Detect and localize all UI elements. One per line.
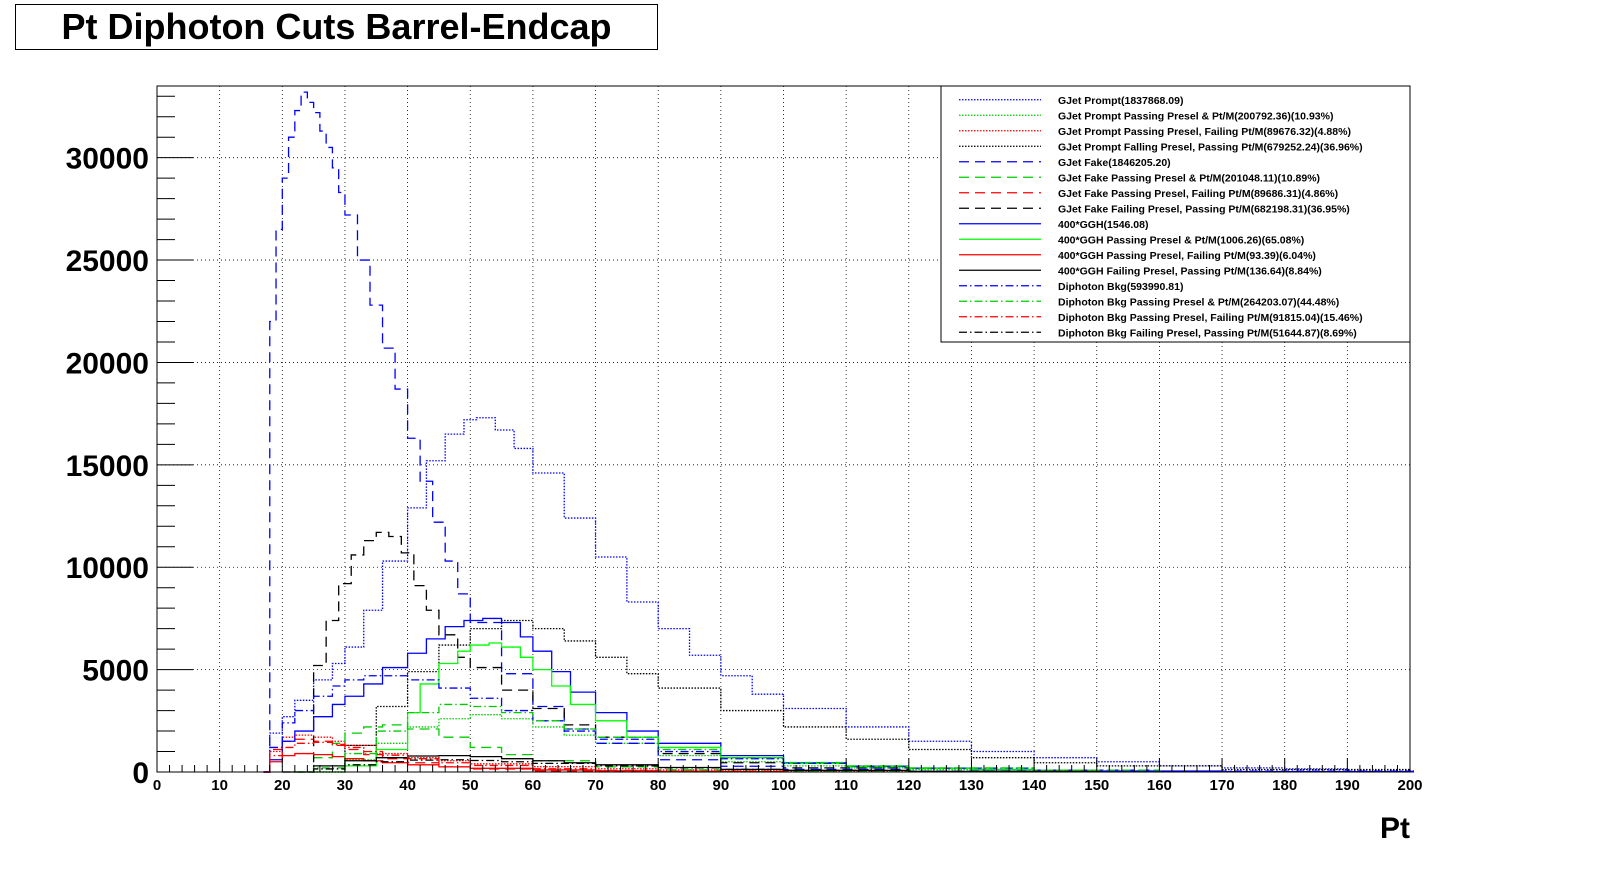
x-tick-label: 20 <box>274 777 291 794</box>
legend-entry: Diphoton Bkg Failing Presel, Passing Pt/… <box>1058 327 1357 339</box>
x-tick-label: 110 <box>834 777 858 794</box>
y-tick-label: 30000 <box>66 143 149 176</box>
y-tick-label: 15000 <box>66 450 149 483</box>
legend-entry: GJet Fake Failing Presel, Passing Pt/M(6… <box>1058 203 1350 215</box>
legend: GJet Prompt(1837868.09) GJet Prompt Passi… <box>940 85 1411 343</box>
series-line-3 <box>313 619 1414 773</box>
legend-entry: 400*GGH Failing Presel, Passing Pt/M(136… <box>1058 265 1322 277</box>
x-tick-label: 190 <box>1335 777 1360 794</box>
x-tick-label: 140 <box>1022 777 1047 794</box>
grid-lines <box>157 86 1410 772</box>
legend-entry: 400*GGH Passing Presel, Failing Pt/M(93.… <box>1058 250 1316 262</box>
x-tick-label: 70 <box>587 777 604 794</box>
legend-entry: GJet Prompt Falling Presel, Passing Pt/M… <box>1058 141 1363 153</box>
legend-entry: GJet Prompt Passing Presel & Pt/M(200792… <box>1058 110 1333 122</box>
legend-entry: GJet Fake Passing Presel & Pt/M(201048.1… <box>1058 172 1320 184</box>
legend-entry: GJet Fake(1846205.20) <box>1058 157 1171 169</box>
x-tick-label: 80 <box>650 777 667 794</box>
legend-entry: Diphoton Bkg Passing Presel & Pt/M(26420… <box>1058 296 1339 308</box>
series-line-0 <box>263 417 1414 773</box>
x-tick-label: 60 <box>525 777 542 794</box>
x-tick-label: 100 <box>771 777 796 794</box>
y-tick-label: 25000 <box>66 245 149 278</box>
x-tick-label: 0 <box>153 777 161 794</box>
series-line-7 <box>307 531 913 773</box>
x-tick-label: 180 <box>1272 777 1297 794</box>
x-tick-label: 50 <box>462 777 479 794</box>
series-line-15 <box>282 759 1101 773</box>
legend-entry: Diphoton Bkg Passing Presel, Failing Pt/… <box>1058 312 1363 324</box>
series-line-9 <box>313 642 1101 773</box>
x-tick-label: 150 <box>1084 777 1109 794</box>
series-line-4 <box>263 91 1101 773</box>
series-line-8 <box>263 617 1414 773</box>
x-tick-label: 130 <box>959 777 984 794</box>
legend-entry: 400*GGH(1546.08) <box>1058 219 1148 231</box>
legend-entry: 400*GGH Passing Presel & Pt/M(1006.26)(6… <box>1058 234 1304 246</box>
y-tick-label: 0 <box>132 757 149 790</box>
x-tick-label: 30 <box>337 777 354 794</box>
legend-entry: GJet Prompt Passing Presel, Failing Pt/M… <box>1058 126 1351 138</box>
series-line-13 <box>294 703 1164 773</box>
chart-title: Pt Diphoton Cuts Barrel-Endcap <box>15 4 658 50</box>
y-tick-label: 20000 <box>66 347 149 380</box>
x-tick-label: 170 <box>1210 777 1235 794</box>
x-axis: 0 10 20 30 40 50 60 70 80 90 100 110 120 130 140 150 160… <box>153 758 1423 794</box>
y-tick-label: 10000 <box>66 552 149 585</box>
x-tick-label: 200 <box>1397 777 1422 794</box>
x-tick-label: 10 <box>211 777 228 794</box>
y-axis: 0 5000 10000 15000 20000 25000 30000 <box>66 95 193 790</box>
legend-entry: Diphoton Bkg(593990.81) <box>1058 281 1183 293</box>
legend-entry: GJet Prompt(1837868.09) <box>1058 95 1183 107</box>
x-tick-label: 160 <box>1147 777 1172 794</box>
x-tick-label: 120 <box>896 777 921 794</box>
series-line-6 <box>263 738 663 773</box>
x-tick-label: 90 <box>713 777 730 794</box>
legend-entry: GJet Fake Passing Presel, Failing Pt/M(8… <box>1058 188 1338 200</box>
y-tick-label: 5000 <box>82 655 149 688</box>
x-axis-label: Pt <box>1380 812 1410 845</box>
x-tick-label: 40 <box>399 777 416 794</box>
legend-box <box>940 85 1411 343</box>
